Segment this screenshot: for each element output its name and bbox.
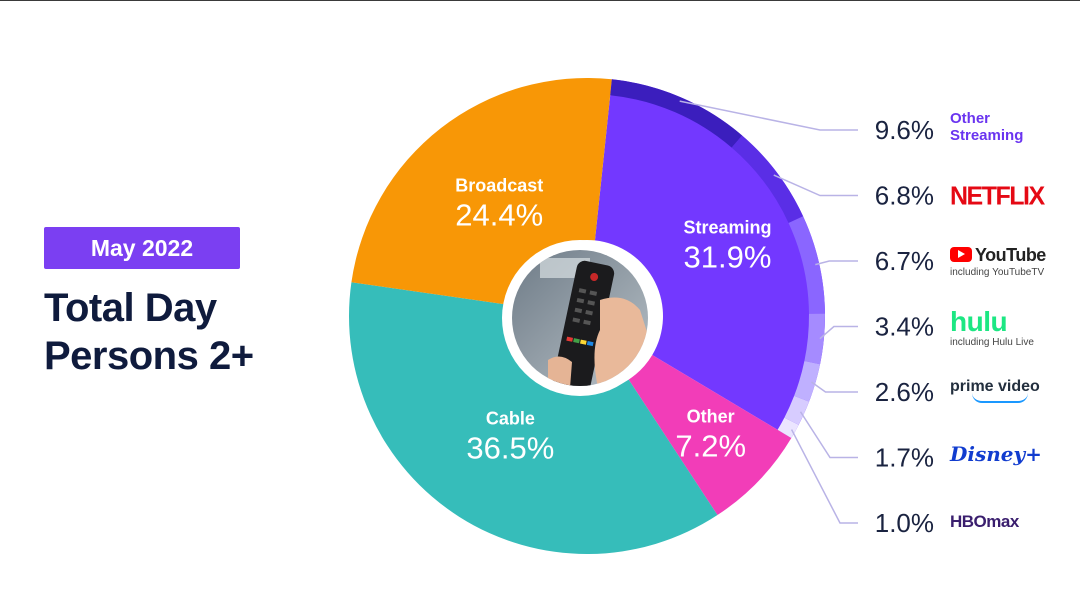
brand-prime-video: prime video — [950, 378, 1040, 403]
leader-line-6 — [790, 429, 858, 524]
slice-value-other: 7.2% — [675, 429, 746, 464]
prime-smile-icon — [972, 393, 1028, 403]
breakdown-value-2: 6.7% — [875, 246, 934, 276]
breakdown-value-0: 9.6% — [875, 115, 934, 145]
brand-name-6: HBOmax — [950, 512, 1019, 531]
thumb — [548, 356, 572, 386]
ring-segment-1 — [731, 135, 804, 223]
page-title: Total Day Persons 2+ — [44, 284, 254, 380]
slice-label-cable: Cable — [486, 408, 535, 428]
ring-segment-4 — [794, 361, 821, 402]
leader-line-0 — [679, 100, 858, 131]
ring-segment-2 — [788, 216, 825, 314]
brand-name-4: prime video — [950, 378, 1040, 395]
ring-segment-3 — [804, 313, 825, 365]
breakdown-value-6: 1.0% — [875, 508, 934, 538]
brand-name-5: Disney+ — [950, 441, 1042, 466]
breakdown-value-4: 2.6% — [875, 377, 934, 407]
leader-line-3 — [819, 325, 858, 340]
brand-netflix: NETFLIX — [950, 180, 1045, 211]
slice-label-streaming: Streaming — [683, 218, 771, 238]
brand-youtube: YouTube including YouTubeTV — [950, 245, 1046, 278]
breakdown-value-1: 6.8% — [875, 181, 934, 211]
date-badge-label: May 2022 — [90, 234, 194, 261]
breakdown-value-3: 3.4% — [875, 312, 934, 342]
brand-name-3: hulu — [950, 305, 1008, 337]
top-border — [0, 0, 1080, 1]
brand-subtitle-2: including YouTubeTV — [950, 267, 1045, 278]
leader-line-1 — [773, 174, 858, 197]
brand-subtitle-3: including Hulu Live — [950, 336, 1034, 348]
brand-name-0: Other Streaming — [950, 110, 1024, 144]
brand-name-2: YouTube — [975, 245, 1046, 265]
center-photo — [502, 240, 658, 396]
slice-cable — [349, 282, 718, 555]
youtube-play-icon — [950, 247, 972, 262]
slice-value-broadcast: 24.4% — [455, 197, 543, 232]
slice-value-cable: 36.5% — [466, 430, 554, 465]
title-line-1: Total Day — [44, 286, 217, 330]
date-badge: May 2022 — [44, 227, 240, 269]
ring-segment-5 — [784, 395, 810, 425]
title-line-2: Persons 2+ — [44, 334, 254, 378]
leader-line-2 — [815, 260, 858, 266]
brand-name-1: NETFLIX — [950, 180, 1045, 211]
brand-hulu: hulu including Hulu Live — [950, 305, 1034, 348]
slice-label-other: Other — [687, 407, 735, 427]
brand-disney-: Disney+ — [950, 442, 1042, 466]
brand-hbo-max: HBOmax — [950, 512, 1019, 532]
brand-other-streaming: Other Streaming — [950, 110, 1040, 144]
slice-other — [628, 354, 792, 516]
breakdown-value-5: 1.7% — [875, 443, 934, 473]
leader-line-5 — [799, 411, 858, 459]
slice-value-streaming: 31.9% — [684, 240, 772, 275]
slice-label-broadcast: Broadcast — [455, 175, 543, 195]
ring-segment-0 — [610, 79, 743, 148]
leader-line-4 — [811, 381, 858, 393]
